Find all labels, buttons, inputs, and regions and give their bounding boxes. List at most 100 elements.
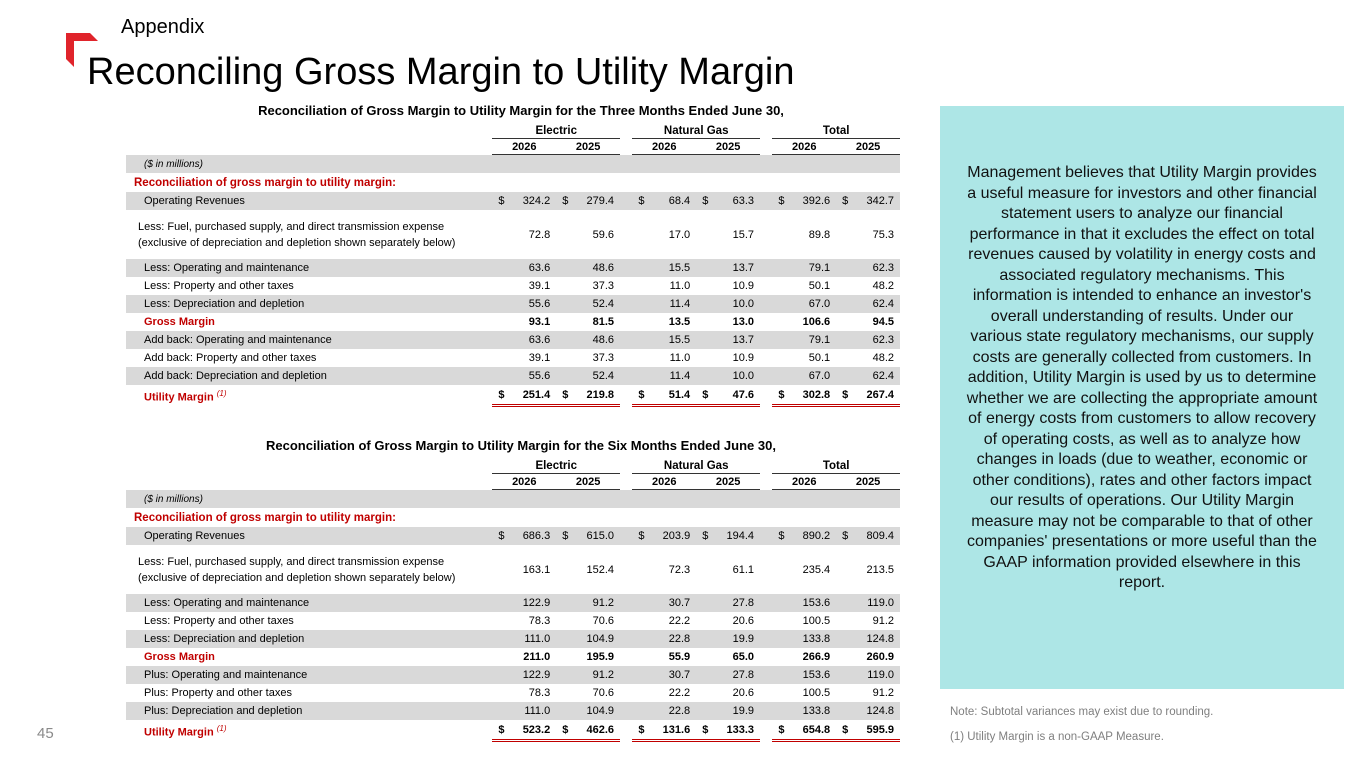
value-text: 10.0 xyxy=(732,298,754,310)
value-text: 133.3 xyxy=(726,723,754,736)
currency-symbol: $ xyxy=(498,388,505,401)
value-text: 78.3 xyxy=(528,615,551,627)
value-text: 219.8 xyxy=(586,388,615,401)
spacer xyxy=(620,295,633,313)
value-text: 302.8 xyxy=(802,388,831,401)
value-cell: 10.9 xyxy=(696,349,760,367)
value-text: 153.6 xyxy=(802,669,831,681)
value-cell: $203.9 xyxy=(632,527,697,545)
value-cell: 22.2 xyxy=(632,612,696,630)
value-text: 11.4 xyxy=(669,370,691,382)
value-text: 30.7 xyxy=(668,597,691,609)
value-text: 51.4 xyxy=(668,388,691,401)
table-row: Less: Depreciation and depletion 55.6 52.4… xyxy=(126,295,900,313)
value-cell: 235.4 xyxy=(772,545,836,594)
value-cell: $131.6 xyxy=(632,720,697,742)
value-cell: 104.9 xyxy=(556,702,621,720)
spacer xyxy=(760,527,773,545)
spacer xyxy=(620,385,632,407)
table-row: Add back: Property and other taxes 39.1 37… xyxy=(126,349,900,367)
value-cell: 19.9 xyxy=(696,702,760,720)
spacer xyxy=(760,612,772,630)
year-header: 2026 xyxy=(492,474,557,490)
value-text: 62.3 xyxy=(872,334,894,346)
group-header: Electric xyxy=(492,458,621,474)
currency-symbol: $ xyxy=(842,723,849,736)
row-label-text: Add back: Property and other taxes xyxy=(144,352,317,364)
row-label: Less: Fuel, purchased supply, and direct… xyxy=(126,210,492,259)
value-cell: 124.8 xyxy=(836,630,900,648)
value-text: 48.6 xyxy=(592,262,615,274)
value-cell: 27.8 xyxy=(696,666,760,684)
value-text: 595.9 xyxy=(866,723,894,736)
value-cell: 10.0 xyxy=(696,367,760,385)
value-text: 15.7 xyxy=(732,228,754,241)
row-label: Less: Operating and maintenance xyxy=(126,259,493,277)
currency-symbol: $ xyxy=(702,530,709,542)
page-number: 45 xyxy=(37,725,54,742)
value-cell: 91.2 xyxy=(836,684,900,702)
value-text: 78.3 xyxy=(528,687,551,699)
value-text: 91.2 xyxy=(872,615,894,627)
row-label: Operating Revenues xyxy=(126,527,493,545)
value-cell: 50.1 xyxy=(772,277,836,295)
group-header-row: Electric Natural Gas Total xyxy=(126,123,900,139)
value-text: 62.4 xyxy=(872,298,894,310)
value-cell: 11.0 xyxy=(632,349,696,367)
row-label: Less: Fuel, purchased supply, and direct… xyxy=(126,545,492,594)
value-cell: 266.9 xyxy=(772,648,836,666)
value-text: 22.2 xyxy=(668,615,691,627)
value-cell: 119.0 xyxy=(836,666,900,684)
value-cell: 65.0 xyxy=(696,648,760,666)
company-logo-icon xyxy=(66,33,98,67)
value-cell: $68.4 xyxy=(632,192,697,210)
spacer xyxy=(620,313,632,331)
value-cell: 104.9 xyxy=(556,630,621,648)
value-cell: 11.0 xyxy=(632,277,696,295)
row-label: Add back: Property and other taxes xyxy=(126,349,492,367)
value-text: 462.6 xyxy=(586,723,615,736)
row-label-text: Plus: Operating and maintenance xyxy=(144,669,308,681)
spacer xyxy=(620,277,632,295)
value-cell: 94.5 xyxy=(836,313,900,331)
spacer xyxy=(620,545,632,594)
value-text: 235.4 xyxy=(802,563,831,576)
value-cell: 153.6 xyxy=(772,666,837,684)
value-cell: 211.0 xyxy=(492,648,556,666)
value-text: 809.4 xyxy=(866,530,894,542)
table-row: Plus: Property and other taxes 78.3 70.6 22… xyxy=(126,684,900,702)
value-text: 19.9 xyxy=(732,705,754,717)
value-cell: $523.2 xyxy=(492,720,557,742)
spacer xyxy=(760,594,773,612)
row-label: Less: Property and other taxes xyxy=(126,612,492,630)
value-cell: $302.8 xyxy=(772,385,837,407)
spacer xyxy=(620,702,633,720)
value-text: 194.4 xyxy=(726,530,754,542)
value-text: 70.6 xyxy=(592,615,615,627)
currency-symbol: $ xyxy=(498,723,505,736)
value-cell: 163.1 xyxy=(492,545,556,594)
table-title: Reconciliation of Gross Margin to Utilit… xyxy=(266,438,776,453)
value-cell: $392.6 xyxy=(772,192,837,210)
value-cell: 133.8 xyxy=(772,702,837,720)
value-text: 27.8 xyxy=(732,669,754,681)
spacer xyxy=(126,458,492,474)
row-label: Gross Margin xyxy=(126,313,492,331)
currency-symbol: $ xyxy=(842,195,849,207)
value-cell: 11.4 xyxy=(632,295,697,313)
spacer xyxy=(620,331,633,349)
value-cell: 59.6 xyxy=(556,210,620,259)
value-cell: $63.3 xyxy=(696,192,760,210)
value-cell: $279.4 xyxy=(556,192,621,210)
row-label-text: Operating Revenues xyxy=(144,530,245,542)
value-text: 17.0 xyxy=(668,228,691,241)
value-text: 213.5 xyxy=(866,563,894,576)
value-text: 654.8 xyxy=(802,723,831,736)
subtotal-row: Gross Margin 93.1 81.5 13.5 13.0 106.6 94.5 xyxy=(126,313,900,331)
value-cell: 67.0 xyxy=(772,295,837,313)
value-cell: 63.6 xyxy=(492,331,557,349)
row-label-text: Less: Property and other taxes xyxy=(144,280,294,292)
value-cell: 67.0 xyxy=(772,367,837,385)
value-cell: 20.6 xyxy=(696,612,760,630)
group-header: Natural Gas xyxy=(632,123,760,139)
